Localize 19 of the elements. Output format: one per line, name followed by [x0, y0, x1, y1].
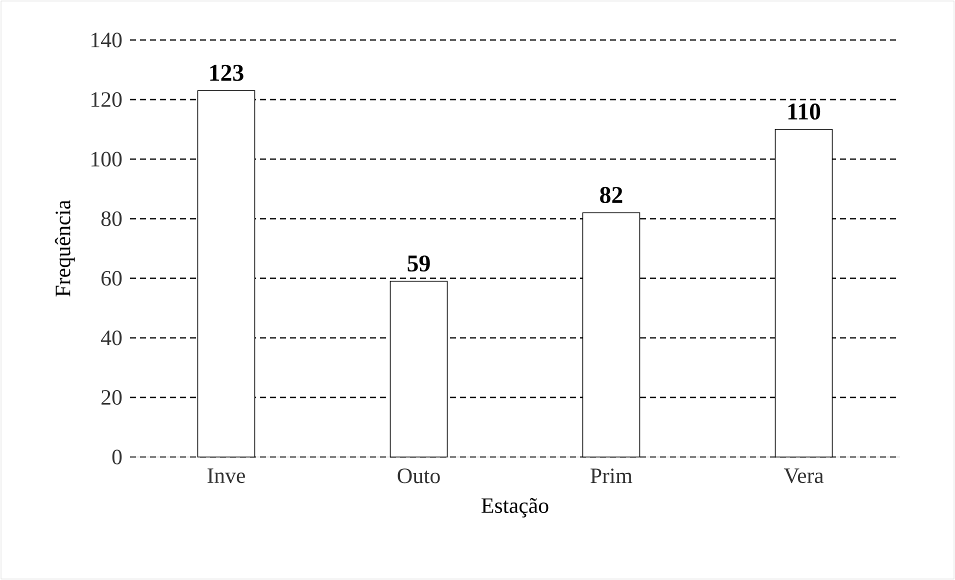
x-tick-label: Outo	[398, 468, 440, 484]
data-label: 59	[408, 255, 430, 272]
y-tick-label: 0	[112, 450, 122, 464]
bar	[390, 280, 448, 458]
y-tick-label: 60	[102, 270, 122, 286]
data-label: 123	[210, 64, 244, 81]
y-tick-label: 40	[101, 330, 122, 346]
x-tick-label: Inve	[208, 468, 245, 484]
x-axis-title: Estação	[482, 498, 548, 518]
data-label: 110	[788, 104, 820, 120]
y-tick-label: 20	[102, 390, 122, 405]
y-tick-label: 140	[92, 32, 122, 48]
y-tick-label: 100	[92, 152, 122, 167]
x-tick-label: Prim	[590, 468, 632, 484]
x-tick-label: Vera	[784, 468, 824, 484]
data-label: 82	[600, 186, 622, 204]
y-tick-label: 120	[92, 92, 122, 107]
y-tick-label: 80	[101, 211, 122, 226]
y-axis-title: Frequência	[54, 200, 75, 297]
